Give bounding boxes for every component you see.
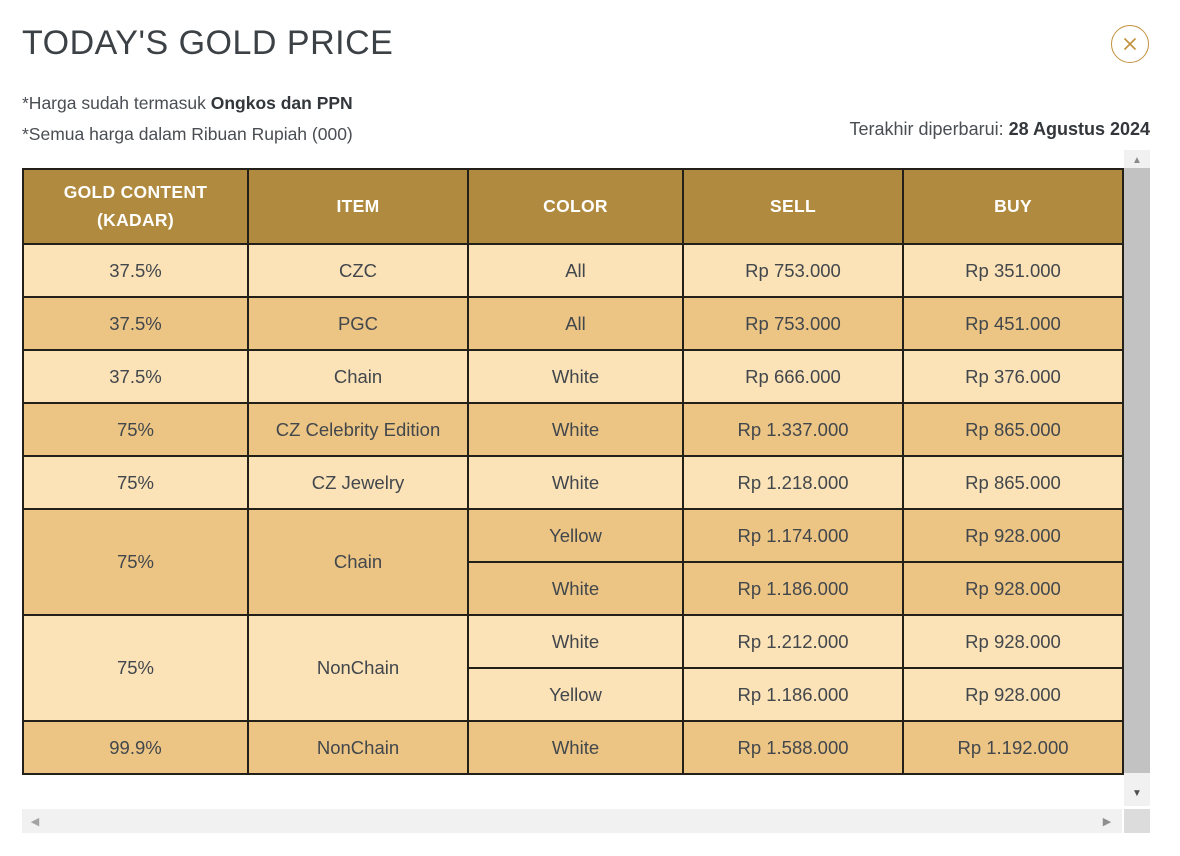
right-arrow-icon: ▶ xyxy=(1102,815,1112,828)
table-row: 75% Chain Yellow Rp 1.174.000 Rp 928.000 xyxy=(22,508,1124,616)
color-cell: Yellow xyxy=(467,667,684,722)
item-cell: NonChain xyxy=(247,720,469,775)
sell-cell: Rp 753.000 xyxy=(682,296,904,351)
sell-cell: Rp 1.186.000 xyxy=(682,667,904,722)
kadar-cell: 75% xyxy=(22,402,249,457)
table-row: 99.9% NonChain White Rp 1.588.000 Rp 1.192.0… xyxy=(22,720,1124,775)
column-header-sell: SELL xyxy=(682,168,904,245)
color-cell: White xyxy=(467,349,684,404)
table-row: 37.5% Chain White Rp 666.000 Rp 376.000 xyxy=(22,349,1124,404)
table-row: White Rp 1.186.000 Rp 928.000 xyxy=(23,561,1124,616)
buy-cell: Rp 865.000 xyxy=(902,455,1124,510)
color-cell: White xyxy=(467,402,684,457)
table-row: 75% CZ Celebrity Edition White Rp 1.337.000… xyxy=(22,402,1124,457)
column-header-buy: BUY xyxy=(902,168,1124,245)
buy-cell: Rp 1.192.000 xyxy=(902,720,1124,775)
last-updated-label: Terakhir diperbarui: xyxy=(849,119,1009,139)
left-arrow-icon: ◀ xyxy=(30,815,40,828)
vertical-scrollbar-thumb[interactable] xyxy=(1124,168,1150,773)
scroll-right-button[interactable]: ▶ xyxy=(1096,809,1118,833)
color-cell: White xyxy=(467,455,684,510)
scroll-left-button[interactable]: ◀ xyxy=(24,809,46,833)
buy-cell: Rp 451.000 xyxy=(902,296,1124,351)
column-header-item: ITEM xyxy=(247,168,469,245)
close-icon xyxy=(1122,36,1138,52)
table-row: Yellow Rp 1.186.000 Rp 928.000 xyxy=(23,667,1124,722)
kadar-cell: 99.9% xyxy=(22,720,249,775)
last-updated-date: 28 Agustus 2024 xyxy=(1008,119,1150,139)
scroll-up-button[interactable]: ▲ xyxy=(1124,152,1150,168)
sell-cell: Rp 753.000 xyxy=(682,243,904,298)
note-line-1: *Harga sudah termasuk Ongkos dan PPN xyxy=(22,93,353,113)
item-cell: Chain xyxy=(247,508,469,616)
table-row: 37.5% CZC All Rp 753.000 Rp 351.000 xyxy=(22,243,1124,298)
item-cell: PGC xyxy=(247,296,469,351)
table-row: 75% NonChain White Rp 1.212.000 Rp 928.000 xyxy=(22,614,1124,722)
item-cell: CZC xyxy=(247,243,469,298)
up-arrow-icon: ▲ xyxy=(1132,154,1142,166)
sell-cell: Rp 1.186.000 xyxy=(682,561,904,616)
sell-cell: Rp 1.337.000 xyxy=(682,402,904,457)
last-updated: Terakhir diperbarui: 28 Agustus 2024 xyxy=(850,119,1150,140)
sell-cell: Rp 1.212.000 xyxy=(682,614,904,669)
down-arrow-icon: ▼ xyxy=(1132,787,1142,799)
sell-cell: Rp 1.174.000 xyxy=(682,508,904,563)
gold-price-table: GOLD CONTENT (KADAR) ITEM COLOR SELL BUY… xyxy=(22,168,1124,775)
item-cell: CZ Celebrity Edition xyxy=(247,402,469,457)
sell-cell: Rp 1.588.000 xyxy=(682,720,904,775)
color-cell: All xyxy=(467,243,684,298)
color-cell: Yellow xyxy=(467,508,684,563)
item-cell: CZ Jewelry xyxy=(247,455,469,510)
table-row: 75% CZ Jewelry White Rp 1.218.000 Rp 865.000 xyxy=(22,455,1124,510)
item-cell: NonChain xyxy=(247,614,469,722)
buy-cell: Rp 928.000 xyxy=(902,614,1124,669)
vertical-scrollbar[interactable]: ▲ ▼ xyxy=(1124,150,1150,806)
close-button[interactable] xyxy=(1111,25,1149,63)
buy-cell: Rp 928.000 xyxy=(902,508,1124,563)
price-table-body: 37.5% CZC All Rp 753.000 Rp 351.000 37.5% PGC A… xyxy=(22,243,1124,775)
table-row: 37.5% PGC All Rp 753.000 Rp 451.000 xyxy=(22,296,1124,351)
kadar-cell: 37.5% xyxy=(22,349,249,404)
buy-cell: Rp 865.000 xyxy=(902,402,1124,457)
color-cell: White xyxy=(467,614,684,669)
price-notes: *Harga sudah termasuk Ongkos dan PPN *Se… xyxy=(22,88,353,150)
buy-cell: Rp 928.000 xyxy=(902,667,1124,722)
buy-cell: Rp 376.000 xyxy=(902,349,1124,404)
buy-cell: Rp 351.000 xyxy=(902,243,1124,298)
sell-cell: Rp 1.218.000 xyxy=(682,455,904,510)
buy-cell: Rp 928.000 xyxy=(902,561,1124,616)
scroll-down-button[interactable]: ▼ xyxy=(1124,785,1150,801)
kadar-cell: 75% xyxy=(22,455,249,510)
horizontal-scrollbar[interactable]: ◀ ▶ xyxy=(22,809,1122,833)
page-title: TODAY'S GOLD PRICE xyxy=(22,24,394,62)
color-cell: White xyxy=(467,561,684,616)
note-line-2: *Semua harga dalam Ribuan Rupiah (000) xyxy=(22,124,353,144)
sell-cell: Rp 666.000 xyxy=(682,349,904,404)
column-header-color: COLOR xyxy=(467,168,684,245)
kadar-cell: 37.5% xyxy=(22,296,249,351)
table-header-row: GOLD CONTENT (KADAR) ITEM COLOR SELL BUY xyxy=(22,168,1124,245)
kadar-cell: 75% xyxy=(22,614,249,722)
kadar-cell: 37.5% xyxy=(22,243,249,298)
column-header-kadar: GOLD CONTENT (KADAR) xyxy=(22,168,249,245)
color-cell: All xyxy=(467,296,684,351)
kadar-cell: 75% xyxy=(22,508,249,616)
color-cell: White xyxy=(467,720,684,775)
scrollbar-corner xyxy=(1124,809,1150,833)
item-cell: Chain xyxy=(247,349,469,404)
